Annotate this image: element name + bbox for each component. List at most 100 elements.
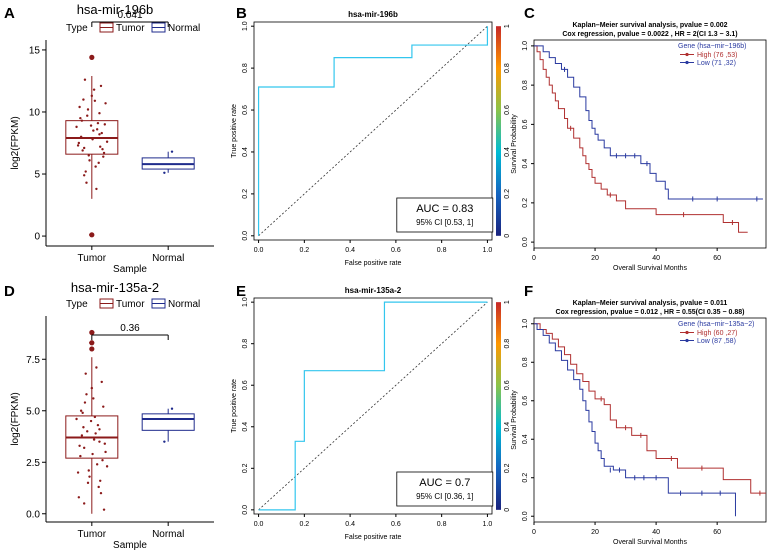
legend-title: Gene (hsa−mir−135a−2) xyxy=(678,321,754,328)
x-axis-label: Sample xyxy=(113,264,147,275)
box-normal xyxy=(141,413,195,431)
data-point xyxy=(78,444,81,447)
colorbar-tick-label: 0.6 xyxy=(504,380,511,390)
y-tick-label: 2.5 xyxy=(26,458,40,469)
y-axis-label: log2(FPKM) xyxy=(10,392,21,445)
x-tick-label: 0.6 xyxy=(391,247,401,254)
y-tick-label: 0.0 xyxy=(242,231,249,241)
data-point xyxy=(82,174,86,177)
x-tick-label: 0.8 xyxy=(437,247,447,254)
colorbar-tick-label: 0.2 xyxy=(504,463,511,473)
x-axis-label: False positive rate xyxy=(345,260,402,267)
outlier-point xyxy=(89,329,95,336)
x-tick-label: 1.0 xyxy=(483,521,493,528)
survival-curve xyxy=(534,323,736,517)
data-point xyxy=(79,116,82,120)
y-tick-label: 0.0 xyxy=(26,509,40,520)
data-point xyxy=(78,105,81,109)
y-tick-label: 0.0 xyxy=(522,237,529,247)
data-point xyxy=(170,150,174,153)
data-point xyxy=(92,438,96,441)
x-tick-label: 0.6 xyxy=(391,521,401,528)
y-tick-label: 5 xyxy=(34,170,40,181)
y-axis-label: Survival Probability xyxy=(511,114,518,174)
legend-marker xyxy=(685,52,689,57)
data-point xyxy=(83,78,87,81)
data-point xyxy=(104,102,107,105)
data-point xyxy=(99,491,103,495)
y-tick-label: 0.0 xyxy=(522,511,529,521)
data-point xyxy=(101,148,104,151)
y-axis-label: True positive rate xyxy=(231,379,238,433)
y-tick-label: 1.0 xyxy=(522,41,529,51)
colorbar xyxy=(496,26,501,236)
data-point xyxy=(98,428,101,431)
data-point xyxy=(87,469,90,472)
auc-value: AUC = 0.7 xyxy=(419,477,470,489)
data-point xyxy=(103,442,107,445)
data-point xyxy=(82,146,86,150)
y-tick-label: 0.0 xyxy=(242,505,249,515)
roc-panel-e: hsa-mir-135a-2 0.0 0.2 0.4 0.6 0.8 1.0 0.0 0.2 0.… xyxy=(231,286,511,541)
y-tick-label: 0.4 xyxy=(242,422,249,432)
panel-label-a: A xyxy=(4,5,15,22)
auc-ci: 95% CI [0.36, 1] xyxy=(416,492,473,501)
legend-title: Type xyxy=(66,23,88,34)
data-point xyxy=(99,145,102,148)
x-tick-label: 60 xyxy=(713,529,721,536)
data-point xyxy=(90,386,94,390)
roc-panel-b: hsa-mir-196b 0.0 0.2 0.4 0.6 0.8 1.0 0.0 0.2 0.4 0… xyxy=(231,10,511,267)
y-tick-label: 5.0 xyxy=(26,406,40,417)
y-tick-label: 15 xyxy=(29,45,41,56)
auc-box xyxy=(396,471,494,507)
y-tick-label: 0.2 xyxy=(522,198,529,208)
data-point xyxy=(99,84,103,88)
data-point xyxy=(82,502,86,505)
x-tick-label: 0.8 xyxy=(437,521,447,528)
data-point xyxy=(76,144,80,147)
data-point xyxy=(86,430,89,433)
y-axis-label: True positive rate xyxy=(231,104,238,158)
y-tick-label: 1.0 xyxy=(242,297,249,307)
data-point xyxy=(83,401,87,404)
data-point xyxy=(95,128,99,131)
y-tick-label: 0.6 xyxy=(522,119,529,129)
data-point xyxy=(97,161,100,165)
data-point xyxy=(82,98,85,101)
data-point xyxy=(96,121,100,125)
colorbar-tick-label: 0 xyxy=(504,234,511,238)
data-point xyxy=(76,471,80,474)
y-axis-label: log2(FPKM) xyxy=(10,116,21,169)
data-point xyxy=(81,411,84,415)
data-point xyxy=(94,165,97,168)
data-point xyxy=(100,380,103,384)
colorbar-tick-label: 0.2 xyxy=(504,189,511,199)
plot-frame xyxy=(253,21,493,241)
data-point xyxy=(102,405,105,408)
colorbar-tick-label: 1 xyxy=(504,24,511,28)
data-point xyxy=(91,452,94,456)
data-point xyxy=(77,141,81,145)
x-tick-label: 1.0 xyxy=(483,247,493,254)
data-point xyxy=(84,372,87,375)
data-point xyxy=(85,181,88,184)
y-tick-label: 0.4 xyxy=(522,159,529,169)
y-tick-label: 0.2 xyxy=(522,473,529,483)
panel-label-d: D xyxy=(4,283,15,300)
y-tick-label: 0.8 xyxy=(522,80,529,90)
colorbar xyxy=(496,302,501,510)
y-tick-label: 0.6 xyxy=(242,380,249,390)
legend-marker xyxy=(685,60,689,65)
data-point xyxy=(163,171,166,174)
data-point xyxy=(85,393,88,396)
legend-title: Type xyxy=(66,299,88,310)
data-point xyxy=(98,112,101,115)
data-point xyxy=(92,397,95,400)
chart-title: hsa-mir-196b xyxy=(348,10,398,19)
x-tick-label: 20 xyxy=(591,255,599,262)
data-point xyxy=(96,423,100,427)
legend-label-tumor: Tumor xyxy=(116,299,145,310)
data-point xyxy=(93,99,97,103)
outlier-point xyxy=(89,340,95,346)
roc-curve xyxy=(258,301,488,511)
